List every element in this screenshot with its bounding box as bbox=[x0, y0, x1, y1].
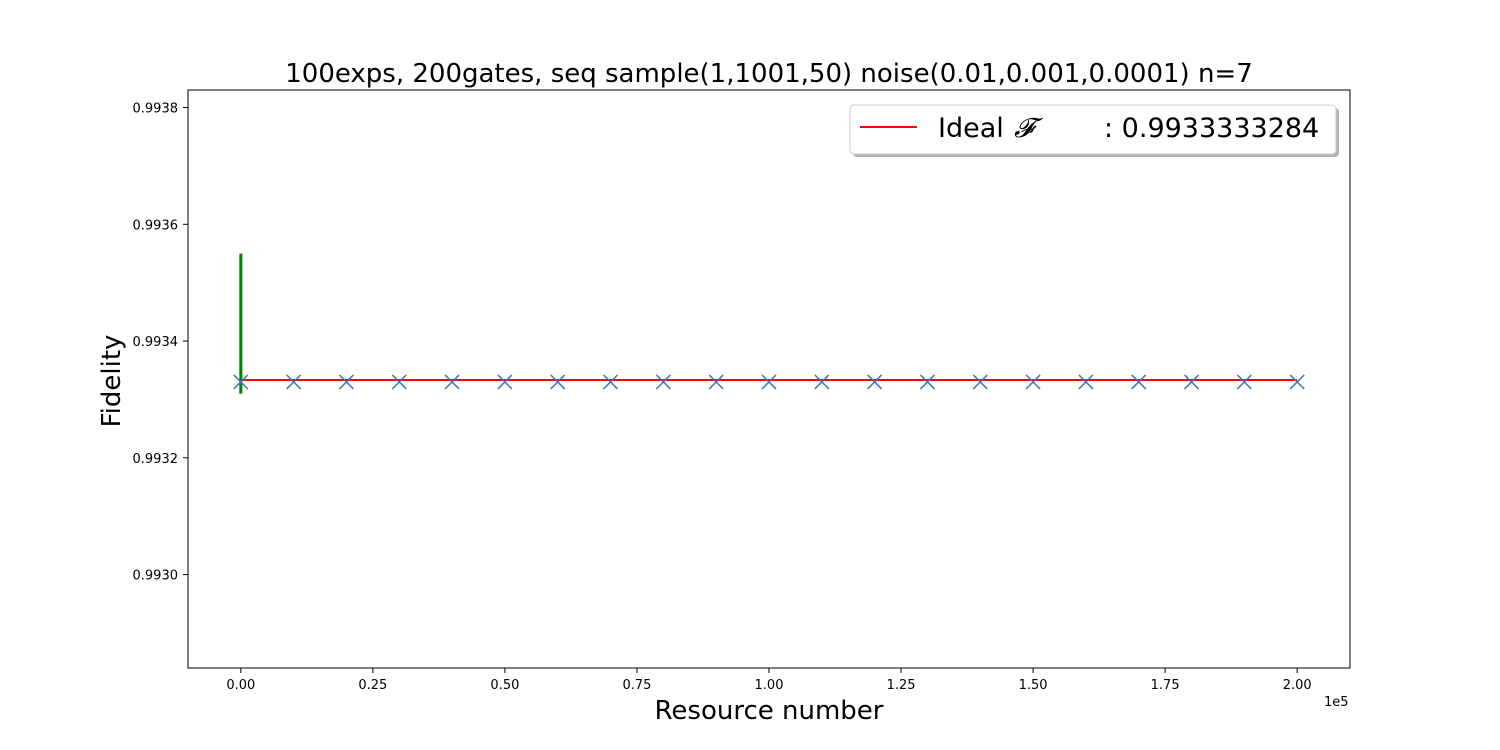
data-point bbox=[761, 374, 777, 390]
data-point bbox=[655, 374, 671, 390]
data-point bbox=[814, 374, 830, 390]
data-point bbox=[391, 374, 407, 390]
x-tick-label: 0.50 bbox=[490, 678, 519, 693]
data-point bbox=[1289, 374, 1305, 390]
legend-label-prefix: Ideal bbox=[938, 113, 1004, 144]
x-axis-ticks: 0.00 0.25 0.50 0.75 1.00 1.25 1.50 1.75 2.00 bbox=[226, 668, 1312, 693]
y-tick-label: 0.9930 bbox=[133, 569, 179, 584]
data-point bbox=[338, 374, 354, 390]
x-tick-label: 1.50 bbox=[1019, 678, 1048, 693]
x-axis-offset-label: 1e5 bbox=[1324, 695, 1349, 710]
x-tick-label: 0.25 bbox=[358, 678, 387, 693]
data-point bbox=[1184, 374, 1200, 390]
data-point bbox=[972, 374, 988, 390]
y-axis-ticks: 0.9930 0.9932 0.9934 0.9936 0.9938 bbox=[133, 102, 188, 584]
y-tick-label: 0.9938 bbox=[133, 102, 179, 117]
x-axis-label: Resource number bbox=[655, 696, 884, 726]
x-tick-label: 1.25 bbox=[887, 678, 916, 693]
data-point bbox=[550, 374, 566, 390]
data-point bbox=[919, 374, 935, 390]
data-point bbox=[708, 374, 724, 390]
data-point bbox=[867, 374, 883, 390]
y-tick-label: 0.9936 bbox=[133, 218, 179, 233]
legend-box bbox=[849, 104, 1337, 155]
legend: Ideal 𝓕 : 0.9933333284 bbox=[849, 104, 1339, 157]
legend-label-value: : 0.9933333284 bbox=[1104, 113, 1319, 144]
data-point bbox=[1078, 374, 1094, 390]
data-point bbox=[1236, 374, 1252, 390]
y-tick-label: 0.9934 bbox=[133, 335, 179, 350]
data-point bbox=[1131, 374, 1147, 390]
data-point bbox=[1025, 374, 1041, 390]
x-tick-label: 1.00 bbox=[755, 678, 784, 693]
x-tick-label: 0.75 bbox=[622, 678, 651, 693]
data-point bbox=[286, 374, 302, 390]
data-point bbox=[444, 374, 460, 390]
x-tick-label: 2.00 bbox=[1283, 678, 1312, 693]
data-point bbox=[233, 374, 249, 390]
x-tick-label: 1.75 bbox=[1151, 678, 1180, 693]
x-tick-label: 0.00 bbox=[226, 678, 255, 693]
y-axis-label: Fidelity bbox=[97, 335, 127, 428]
data-point bbox=[603, 374, 619, 390]
chart-title: 100exps, 200gates, seq sample(1,1001,50)… bbox=[285, 59, 1253, 89]
y-tick-label: 0.9932 bbox=[133, 452, 179, 467]
data-point bbox=[497, 374, 513, 390]
data-points bbox=[233, 374, 1305, 390]
